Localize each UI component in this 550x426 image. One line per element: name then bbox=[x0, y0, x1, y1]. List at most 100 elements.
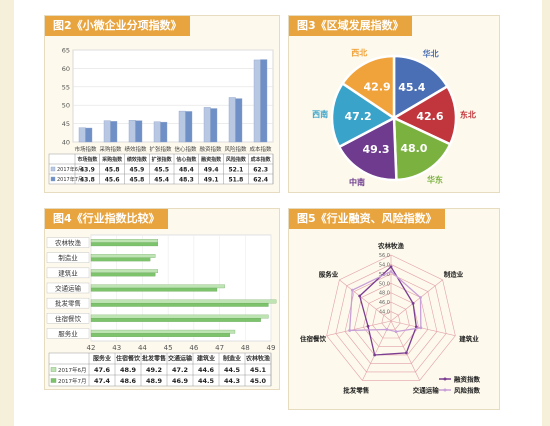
bar-jun bbox=[90, 329, 236, 334]
radar-point bbox=[419, 296, 422, 299]
table-value: 47.4 bbox=[94, 377, 111, 385]
x-tick-label: 43 bbox=[112, 344, 121, 352]
table-value: 49.1 bbox=[204, 177, 219, 184]
table-header: 风险指数 bbox=[226, 156, 247, 163]
legend-marker bbox=[443, 388, 447, 392]
table-header: 扩张指数 bbox=[152, 156, 173, 163]
panel-title: 图2《小微企业分项指数》 bbox=[45, 16, 190, 36]
bar-jul bbox=[85, 127, 93, 143]
r-tick-label: 56.0 bbox=[379, 253, 390, 259]
radar-chart-finance-risk: 44.046.048.050.052.054.056.0农林牧渔制造业建筑业交通… bbox=[300, 241, 481, 395]
table-header: 交通运输 bbox=[168, 355, 193, 363]
table-value: 48.9 bbox=[146, 377, 163, 385]
category-box bbox=[46, 328, 90, 339]
table-header: 住宿餐饮 bbox=[116, 355, 141, 363]
radar-series-risk bbox=[348, 270, 422, 333]
bar-jul bbox=[135, 120, 143, 143]
legend-label: 融资指数 bbox=[454, 375, 481, 384]
y-tick-label: 50 bbox=[62, 102, 70, 110]
x-tick-label: 49 bbox=[267, 344, 276, 352]
table-header: 批发零售 bbox=[142, 355, 166, 363]
table-value: 44.5 bbox=[198, 377, 215, 385]
legend-label: 2017年7月 bbox=[57, 176, 83, 183]
bar-jul bbox=[90, 333, 231, 337]
bar-jun bbox=[203, 107, 211, 143]
x-tick-label: 扩张指数 bbox=[149, 145, 172, 153]
pie-slice bbox=[340, 54, 396, 121]
table-value: 45.9 bbox=[129, 167, 144, 174]
y-tick-label: 55 bbox=[62, 83, 70, 91]
r-tick-label: 48.0 bbox=[379, 291, 390, 297]
table-value: 48.4 bbox=[179, 167, 194, 174]
x-tick-label: 44 bbox=[138, 344, 147, 352]
table-value: 49.2 bbox=[146, 366, 162, 374]
bar-jul bbox=[160, 121, 168, 143]
radar-point bbox=[411, 301, 415, 305]
legend-label: 2017年6月 bbox=[58, 366, 87, 374]
table-value: 48.3 bbox=[179, 177, 194, 184]
radar-point bbox=[348, 329, 352, 332]
slice-label: 中南 bbox=[349, 177, 365, 187]
panel-industry-comparison: 图4《行业指数比较》 42 43 44 45 46 47 48 49 农林牧渔 制造业 建筑业 交通运… bbox=[44, 208, 280, 390]
data-table bbox=[48, 352, 272, 387]
bar-jun bbox=[228, 97, 236, 143]
pie-slice bbox=[392, 54, 450, 121]
axis-label: 农林牧渔 bbox=[377, 241, 405, 250]
axis-label: 建筑业 bbox=[458, 334, 479, 343]
table-value: 51.8 bbox=[228, 177, 243, 184]
y-tick-label: 批发零售 bbox=[55, 299, 81, 308]
table-value: 44.6 bbox=[198, 366, 215, 374]
slice-label: 华北 bbox=[423, 49, 439, 59]
legend-marker bbox=[443, 377, 447, 381]
category-box bbox=[46, 297, 90, 309]
bar-jun bbox=[90, 269, 159, 274]
pie-slice bbox=[337, 115, 398, 182]
legend-swatch bbox=[50, 378, 57, 383]
x-tick-label: 成本指数 bbox=[249, 145, 272, 153]
slice-value: 49.3 bbox=[362, 143, 389, 156]
radar-spoke bbox=[339, 279, 392, 322]
bar-jun bbox=[178, 110, 186, 143]
radar-point bbox=[350, 288, 354, 292]
y-tick-label: 45 bbox=[62, 120, 70, 128]
bar-jul bbox=[90, 302, 269, 307]
table-value: 43.8 bbox=[80, 177, 95, 184]
panel-regional-index: 图3《区域发展指数》 45.4 华北 42.6 东北 48.0 华东 49.3 中南 47.2 西… bbox=[288, 15, 500, 193]
y-tick-label: 住宿餐饮 bbox=[55, 314, 82, 323]
bar-jun bbox=[90, 239, 159, 243]
radar-point bbox=[389, 270, 393, 273]
x-tick-label: 42 bbox=[87, 344, 96, 352]
table-value: 47.2 bbox=[172, 366, 188, 374]
bar-jul bbox=[110, 121, 118, 143]
x-tick-label: 融资指数 bbox=[199, 145, 222, 153]
radar-spoke bbox=[326, 320, 392, 336]
slice-value: 45.4 bbox=[398, 81, 425, 94]
r-tick-label: 54.0 bbox=[379, 262, 390, 268]
axis-label: 交通运输 bbox=[413, 385, 440, 394]
axis-label: 住宿餐饮 bbox=[300, 334, 327, 343]
table-header: 绩效指数 bbox=[127, 156, 148, 163]
slice-value: 42.6 bbox=[416, 110, 443, 123]
r-tick-label: 46.0 bbox=[379, 300, 390, 306]
y-tick-label: 建筑业 bbox=[58, 268, 78, 277]
table-value: 48.6 bbox=[120, 377, 137, 385]
x-tick-label: 绩效指数 bbox=[124, 145, 147, 153]
radar-point bbox=[404, 351, 408, 355]
axis-label: 批发零售 bbox=[343, 385, 369, 394]
x-tick-label: 45 bbox=[164, 344, 173, 352]
pie-slice bbox=[392, 115, 452, 182]
table-header: 采购指数 bbox=[101, 156, 123, 163]
category-box bbox=[46, 237, 90, 248]
y-tick-label: 农林牧渔 bbox=[55, 238, 82, 247]
x-tick-label: 46 bbox=[189, 344, 198, 352]
table-value: 45.1 bbox=[250, 366, 267, 374]
bar-jul bbox=[260, 59, 268, 143]
table-value: 44.3 bbox=[224, 377, 240, 385]
plot-area bbox=[72, 49, 274, 143]
slice-label: 东北 bbox=[460, 109, 476, 119]
y-tick-label: 制造业 bbox=[58, 253, 78, 262]
table-header: 服务业 bbox=[93, 355, 111, 363]
panel-industry-finance-risk: 图5《行业融资、风险指数》 44.0 46.0 48.0 50.0 52.0 54.0 56… bbox=[288, 208, 500, 410]
slice-value: 48.0 bbox=[400, 142, 427, 155]
radar-spoke bbox=[390, 320, 456, 336]
